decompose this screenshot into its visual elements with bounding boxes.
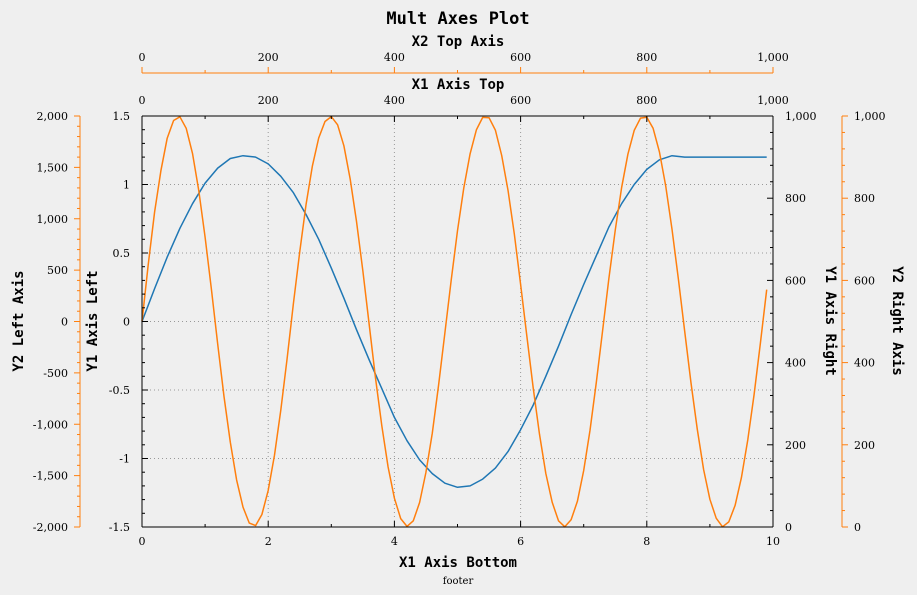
tick-label: 1 [123, 179, 130, 192]
tick-label: 500 [47, 264, 68, 277]
tick-label: -1,000 [33, 418, 68, 431]
tick-label: 600 [785, 274, 806, 287]
tick-label: 0 [785, 521, 792, 534]
tick-label: -1,500 [33, 470, 68, 483]
tick-label: 1,000 [757, 51, 789, 64]
tick-label: 0 [854, 521, 861, 534]
series-line-1 [141, 154, 767, 489]
tick-label: 400 [384, 51, 405, 64]
tick-label: 600 [854, 274, 875, 287]
y1-right-axis-title: Y1 Axis Right [822, 266, 838, 376]
tick-label: 1.5 [113, 110, 131, 123]
series-group [141, 115, 768, 528]
tick-label: 0 [139, 535, 146, 548]
y1-left-axis: -1.5 -1 -0.5 0 0.5 1 1.5 [109, 110, 148, 534]
tick-label: 10 [766, 535, 780, 548]
x2-top-axis-title: X2 Top Axis [412, 34, 505, 50]
tick-label: 400 [785, 357, 806, 370]
tick-label: 800 [636, 94, 657, 107]
tick-label: 4 [391, 535, 398, 548]
tick-label: 0 [139, 51, 146, 64]
tick-label: 200 [785, 439, 806, 452]
tick-label: 400 [854, 357, 875, 370]
tick-label: 800 [636, 51, 657, 64]
tick-label: 200 [258, 51, 279, 64]
tick-label: 1,000 [757, 94, 789, 107]
tick-label: 1,000 [37, 213, 69, 226]
tick-label: 0 [123, 316, 130, 329]
tick-label: 0.5 [113, 247, 131, 260]
tick-label: 0 [61, 316, 68, 329]
y2-right-axis-title: Y2 Right Axis [889, 266, 905, 376]
y2-left-axis: -2,000 -1,500 -1,000 -500 0 500 1,000 1,500 2,00… [33, 110, 81, 534]
tick-label: 1,500 [37, 161, 69, 174]
tick-label: 400 [384, 94, 405, 107]
tick-label: 1,000 [854, 110, 886, 123]
tick-label: 200 [854, 439, 875, 452]
tick-label: 1,000 [785, 110, 817, 123]
x1-bottom-axis: 0 2 4 6 8 10 [139, 521, 780, 548]
x1-bottom-axis-title: X1 Axis Bottom [399, 555, 517, 571]
x2-top-axis: 0 200 400 600 800 1,000 [139, 51, 789, 74]
tick-label: -1.5 [109, 521, 130, 534]
y2-left-axis-title: Y2 Left Axis [11, 270, 27, 371]
footer: footer [443, 576, 474, 587]
tick-label: 800 [785, 192, 806, 205]
tick-label: 6 [517, 535, 524, 548]
tick-label: 200 [258, 94, 279, 107]
tick-label: -0.5 [109, 384, 130, 397]
tick-label: 8 [643, 535, 650, 548]
x1-top-axis-title: X1 Axis Top [412, 77, 505, 93]
y1-right-axis: 0 200 400 600 800 1,000 [767, 110, 817, 534]
y1-left-axis-title: Y1 Axis Left [85, 270, 101, 371]
tick-label: 0 [139, 94, 146, 107]
series-line-2 [141, 115, 768, 528]
x1-top-axis: 0 200 400 600 800 1,000 [139, 94, 789, 122]
tick-label: -500 [43, 367, 68, 380]
tick-label: 800 [854, 192, 875, 205]
tick-label: 600 [510, 51, 531, 64]
tick-label: 2,000 [37, 110, 69, 123]
y2-right-axis: 0 200 400 600 800 1,000 [841, 110, 886, 534]
tick-label: 600 [510, 94, 531, 107]
tick-label: 2 [265, 535, 272, 548]
chart-title: Mult Axes Plot [386, 9, 529, 29]
plot-area [142, 116, 773, 527]
tick-label: -1 [119, 453, 130, 466]
tick-label: -2,000 [33, 521, 68, 534]
